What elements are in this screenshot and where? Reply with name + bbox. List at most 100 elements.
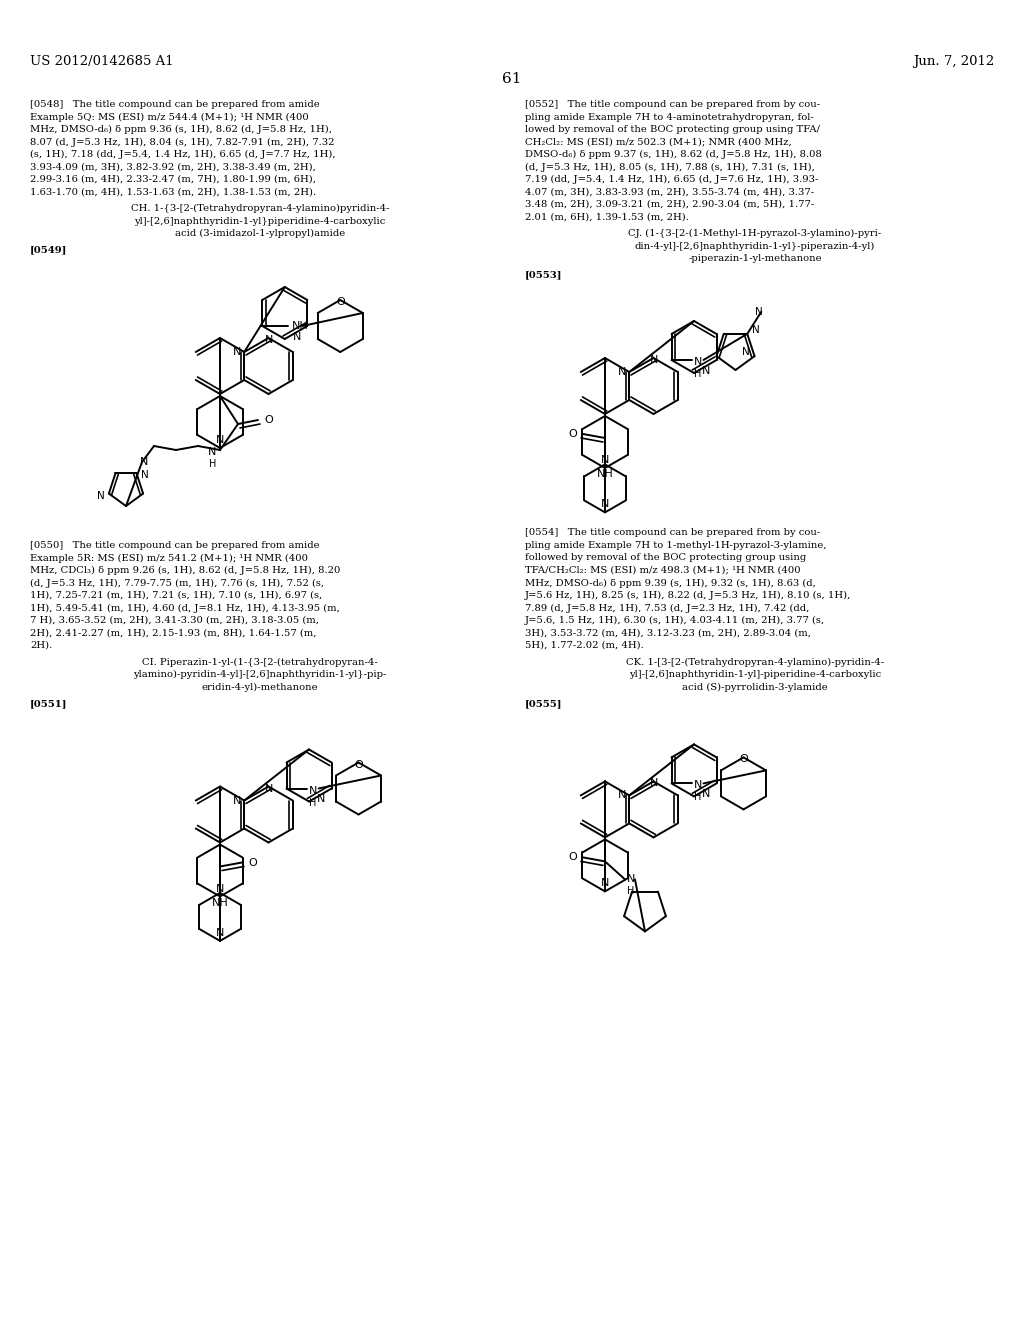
Text: din-4-yl]-[2,6]naphthyridin-1-yl}-piperazin-4-yl): din-4-yl]-[2,6]naphthyridin-1-yl}-pipera… (635, 242, 876, 251)
Text: H: H (693, 370, 700, 379)
Text: 8.07 (d, J=5.3 Hz, 1H), 8.04 (s, 1H), 7.82-7.91 (m, 2H), 7.32: 8.07 (d, J=5.3 Hz, 1H), 8.04 (s, 1H), 7.… (30, 137, 335, 147)
Text: 1H), 5.49-5.41 (m, 1H), 4.60 (d, J=8.1 Hz, 1H), 4.13-3.95 (m,: 1H), 5.49-5.41 (m, 1H), 4.60 (d, J=8.1 H… (30, 603, 340, 612)
Text: H: H (308, 797, 315, 808)
Text: 2H), 2.41-2.27 (m, 1H), 2.15-1.93 (m, 8H), 1.64-1.57 (m,: 2H), 2.41-2.27 (m, 1H), 2.15-1.93 (m, 8H… (30, 628, 316, 638)
Text: eridin-4-yl)-methanone: eridin-4-yl)-methanone (202, 682, 318, 692)
Text: yl]-[2,6]naphthyridin-1-yl}piperidine-4-carboxylic: yl]-[2,6]naphthyridin-1-yl}piperidine-4-… (134, 216, 386, 226)
Text: 3.48 (m, 2H), 3.09-3.21 (m, 2H), 2.90-3.04 (m, 5H), 1.77-: 3.48 (m, 2H), 3.09-3.21 (m, 2H), 2.90-3.… (525, 201, 814, 209)
Text: N: N (265, 335, 273, 345)
Text: O: O (568, 853, 577, 862)
Text: pling amide Example 7H to 4-aminotetrahydropyran, fol-: pling amide Example 7H to 4-aminotetrahy… (525, 112, 814, 121)
Text: NH: NH (292, 321, 309, 331)
Text: 1H), 7.25-7.21 (m, 1H), 7.21 (s, 1H), 7.10 (s, 1H), 6.97 (s,: 1H), 7.25-7.21 (m, 1H), 7.21 (s, 1H), 7.… (30, 591, 323, 601)
Text: [0554]   The title compound can be prepared from by cou-: [0554] The title compound can be prepare… (525, 528, 820, 537)
Text: N: N (233, 347, 242, 356)
Text: 4.07 (m, 3H), 3.83-3.93 (m, 2H), 3.55-3.74 (m, 4H), 3.37-: 4.07 (m, 3H), 3.83-3.93 (m, 2H), 3.55-3.… (525, 187, 814, 197)
Text: (d, J=5.3 Hz, 1H), 8.05 (s, 1H), 7.88 (s, 1H), 7.31 (s, 1H),: (d, J=5.3 Hz, 1H), 8.05 (s, 1H), 7.88 (s… (525, 162, 815, 172)
Text: N: N (97, 491, 104, 500)
Text: 5H), 1.77-2.02 (m, 4H).: 5H), 1.77-2.02 (m, 4H). (525, 642, 644, 649)
Text: 7 H), 3.65-3.52 (m, 2H), 3.41-3.30 (m, 2H), 3.18-3.05 (m,: 7 H), 3.65-3.52 (m, 2H), 3.41-3.30 (m, 2… (30, 616, 319, 624)
Text: US 2012/0142685 A1: US 2012/0142685 A1 (30, 55, 174, 69)
Text: N: N (601, 499, 609, 510)
Text: N: N (756, 306, 763, 317)
Text: N: N (216, 928, 224, 939)
Text: N: N (308, 785, 316, 796)
Text: pling amide Example 7H to 1-methyl-1H-pyrazol-3-ylamine,: pling amide Example 7H to 1-methyl-1H-py… (525, 541, 826, 550)
Text: N: N (702, 789, 711, 800)
Text: CI. Piperazin-1-yl-(1-{3-[2-(tetrahydropyran-4-: CI. Piperazin-1-yl-(1-{3-[2-(tetrahydrop… (142, 657, 378, 667)
Text: Example 5Q: MS (ESI) m/z 544.4 (M+1); ¹H NMR (400: Example 5Q: MS (ESI) m/z 544.4 (M+1); ¹H… (30, 112, 309, 121)
Text: (d, J=5.3 Hz, 1H), 7.79-7.75 (m, 1H), 7.76 (s, 1H), 7.52 (s,: (d, J=5.3 Hz, 1H), 7.79-7.75 (m, 1H), 7.… (30, 578, 325, 587)
Text: DMSO-d₆) δ ppm 9.37 (s, 1H), 8.62 (d, J=5.8 Hz, 1H), 8.08: DMSO-d₆) δ ppm 9.37 (s, 1H), 8.62 (d, J=… (525, 150, 822, 160)
Text: O: O (336, 297, 345, 308)
Text: 7.19 (dd, J=5.4, 1.4 Hz, 1H), 6.65 (d, J=7.6 Hz, 1H), 3.93-: 7.19 (dd, J=5.4, 1.4 Hz, 1H), 6.65 (d, J… (525, 176, 818, 183)
Text: CK. 1-[3-[2-(Tetrahydropyran-4-ylamino)-pyridin-4-: CK. 1-[3-[2-(Tetrahydropyran-4-ylamino)-… (626, 657, 884, 667)
Text: NH: NH (212, 898, 228, 908)
Text: CJ. (1-{3-[2-(1-Methyl-1H-pyrazol-3-ylamino)-pyri-: CJ. (1-{3-[2-(1-Methyl-1H-pyrazol-3-ylam… (629, 228, 882, 238)
Text: N: N (618, 367, 627, 378)
Text: CH₂Cl₂: MS (ESI) m/z 502.3 (M+1); NMR (400 MHz,: CH₂Cl₂: MS (ESI) m/z 502.3 (M+1); NMR (4… (525, 137, 792, 147)
Text: H: H (209, 459, 216, 469)
Text: [0553]: [0553] (525, 271, 562, 280)
Text: N: N (627, 874, 635, 884)
Text: N: N (140, 457, 148, 467)
Text: 3H), 3.53-3.72 (m, 4H), 3.12-3.23 (m, 2H), 2.89-3.04 (m,: 3H), 3.53-3.72 (m, 4H), 3.12-3.23 (m, 2H… (525, 628, 811, 638)
Text: J=5.6, 1.5 Hz, 1H), 6.30 (s, 1H), 4.03-4.11 (m, 2H), 3.77 (s,: J=5.6, 1.5 Hz, 1H), 6.30 (s, 1H), 4.03-4… (525, 616, 825, 626)
Text: -piperazin-1-yl-methanone: -piperazin-1-yl-methanone (688, 253, 822, 263)
Text: TFA/CH₂Cl₂: MS (ESI) m/z 498.3 (M+1); ¹H NMR (400: TFA/CH₂Cl₂: MS (ESI) m/z 498.3 (M+1); ¹H… (525, 566, 801, 576)
Text: N: N (741, 347, 750, 358)
Text: MHz, DMSO-d₆) δ ppm 9.39 (s, 1H), 9.32 (s, 1H), 8.63 (d,: MHz, DMSO-d₆) δ ppm 9.39 (s, 1H), 9.32 (… (525, 578, 816, 587)
Text: yl]-[2,6]naphthyridin-1-yl]-piperidine-4-carboxylic: yl]-[2,6]naphthyridin-1-yl]-piperidine-4… (629, 671, 881, 678)
Text: CH. 1-{3-[2-(Tetrahydropyran-4-ylamino)pyridin-4-: CH. 1-{3-[2-(Tetrahydropyran-4-ylamino)p… (131, 205, 389, 213)
Text: [0552]   The title compound can be prepared from by cou-: [0552] The title compound can be prepare… (525, 100, 820, 110)
Text: O: O (354, 759, 362, 770)
Text: acid (3-imidazol-1-ylpropyl)amide: acid (3-imidazol-1-ylpropyl)amide (175, 228, 345, 238)
Text: H: H (627, 887, 635, 896)
Text: 7.89 (d, J=5.8 Hz, 1H), 7.53 (d, J=2.3 Hz, 1H), 7.42 (dd,: 7.89 (d, J=5.8 Hz, 1H), 7.53 (d, J=2.3 H… (525, 603, 809, 612)
Text: 2.01 (m, 6H), 1.39-1.53 (m, 2H).: 2.01 (m, 6H), 1.39-1.53 (m, 2H). (525, 213, 689, 222)
Text: N: N (650, 779, 658, 788)
Text: followed by removal of the BOC protecting group using: followed by removal of the BOC protectin… (525, 553, 806, 562)
Text: Jun. 7, 2012: Jun. 7, 2012 (912, 55, 994, 69)
Text: N: N (317, 795, 326, 804)
Text: MHz, CDCl₃) δ ppm 9.26 (s, 1H), 8.62 (d, J=5.8 Hz, 1H), 8.20: MHz, CDCl₃) δ ppm 9.26 (s, 1H), 8.62 (d,… (30, 566, 340, 576)
Text: O: O (739, 755, 748, 764)
Text: 2.99-3.16 (m, 4H), 2.33-2.47 (m, 7H), 1.80-1.99 (m, 6H),: 2.99-3.16 (m, 4H), 2.33-2.47 (m, 7H), 1.… (30, 176, 316, 183)
Text: [0548]   The title compound can be prepared from amide: [0548] The title compound can be prepare… (30, 100, 319, 110)
Text: N: N (753, 325, 760, 335)
Text: H: H (693, 792, 700, 803)
Text: 3.93-4.09 (m, 3H), 3.82-3.92 (m, 2H), 3.38-3.49 (m, 2H),: 3.93-4.09 (m, 3H), 3.82-3.92 (m, 2H), 3.… (30, 162, 315, 172)
Text: O: O (264, 414, 272, 425)
Text: MHz, DMSO-d₆) δ ppm 9.36 (s, 1H), 8.62 (d, J=5.8 Hz, 1H),: MHz, DMSO-d₆) δ ppm 9.36 (s, 1H), 8.62 (… (30, 125, 332, 135)
Text: 1.63-1.70 (m, 4H), 1.53-1.63 (m, 2H), 1.38-1.53 (m, 2H).: 1.63-1.70 (m, 4H), 1.53-1.63 (m, 2H), 1.… (30, 187, 316, 197)
Text: 61: 61 (502, 73, 522, 86)
Text: N: N (693, 356, 701, 367)
Text: J=5.6 Hz, 1H), 8.25 (s, 1H), 8.22 (d, J=5.3 Hz, 1H), 8.10 (s, 1H),: J=5.6 Hz, 1H), 8.25 (s, 1H), 8.22 (d, J=… (525, 591, 851, 601)
Text: N: N (208, 447, 216, 457)
Text: Example 5R: MS (ESI) m/z 541.2 (M+1); ¹H NMR (400: Example 5R: MS (ESI) m/z 541.2 (M+1); ¹H… (30, 553, 308, 562)
Text: N: N (216, 883, 224, 894)
Text: N: N (601, 455, 609, 465)
Text: [0549]: [0549] (30, 246, 68, 255)
Text: [0551]: [0551] (30, 700, 68, 708)
Text: lowed by removal of the BOC protecting group using TFA/: lowed by removal of the BOC protecting g… (525, 125, 820, 135)
Text: N: N (233, 796, 242, 805)
Text: N: N (601, 878, 609, 888)
Text: N: N (140, 470, 148, 480)
Text: O: O (248, 858, 257, 867)
Text: N: N (650, 355, 658, 366)
Text: (s, 1H), 7.18 (dd, J=5.4, 1.4 Hz, 1H), 6.65 (d, J=7.7 Hz, 1H),: (s, 1H), 7.18 (dd, J=5.4, 1.4 Hz, 1H), 6… (30, 150, 336, 160)
Text: O: O (568, 429, 577, 440)
Text: NH: NH (597, 470, 613, 479)
Text: [0550]   The title compound can be prepared from amide: [0550] The title compound can be prepare… (30, 541, 319, 550)
Text: acid (S)-pyrrolidin-3-ylamide: acid (S)-pyrrolidin-3-ylamide (682, 682, 827, 692)
Text: [0555]: [0555] (525, 698, 562, 708)
Text: N: N (293, 333, 301, 342)
Text: 2H).: 2H). (30, 642, 52, 649)
Text: N: N (702, 366, 711, 376)
Text: N: N (216, 436, 224, 445)
Text: ylamino)-pyridin-4-yl]-[2,6]naphthyridin-1-yl}-pip-: ylamino)-pyridin-4-yl]-[2,6]naphthyridin… (133, 671, 387, 678)
Text: N: N (618, 791, 627, 800)
Text: N: N (265, 784, 273, 793)
Text: N: N (693, 780, 701, 791)
